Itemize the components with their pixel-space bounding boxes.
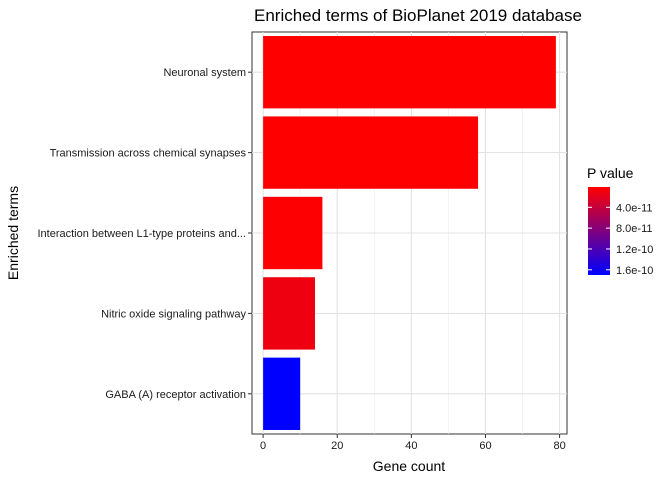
x-tick-label: 80 [553, 440, 565, 452]
x-tick-label: 0 [260, 440, 266, 452]
x-axis-title: Gene count [373, 458, 445, 474]
y-tick-label: Neuronal system [163, 67, 246, 79]
legend: P value 4.0e-11 8.0e-11 1.2e-10 1.6e-10 [587, 165, 653, 277]
y-axis: Neuronal system Transmission across chemi… [37, 67, 252, 401]
y-tick-label: Transmission across chemical synapses [50, 148, 247, 160]
bar [263, 277, 315, 350]
chart-title: Enriched terms of BioPlanet 2019 databas… [254, 6, 582, 25]
legend-ticks: 4.0e-11 8.0e-11 1.2e-10 1.6e-10 [588, 202, 653, 277]
x-tick-label: 60 [479, 440, 491, 452]
bar [263, 357, 301, 430]
y-tick-label: Nitric oxide signaling pathway [101, 308, 246, 320]
x-tick-label: 40 [405, 440, 417, 452]
legend-colorbar [588, 187, 610, 275]
legend-tick-label: 8.0e-11 [616, 223, 653, 235]
y-tick-label: GABA (A) receptor activation [105, 389, 246, 401]
legend-tick-label: 1.6e-10 [616, 265, 653, 277]
bar [263, 36, 556, 109]
bar [263, 116, 479, 189]
bar [263, 196, 323, 270]
bars [263, 36, 556, 430]
legend-tick-label: 4.0e-11 [616, 202, 653, 214]
x-axis: 0 20 40 60 80 [260, 434, 566, 452]
y-tick-label: Interaction between L1-type proteins and… [37, 228, 246, 240]
legend-title: P value [587, 165, 634, 181]
y-axis-title: Enriched terms [5, 186, 21, 280]
x-tick-label: 20 [331, 440, 343, 452]
legend-tick-label: 1.2e-10 [616, 244, 653, 256]
